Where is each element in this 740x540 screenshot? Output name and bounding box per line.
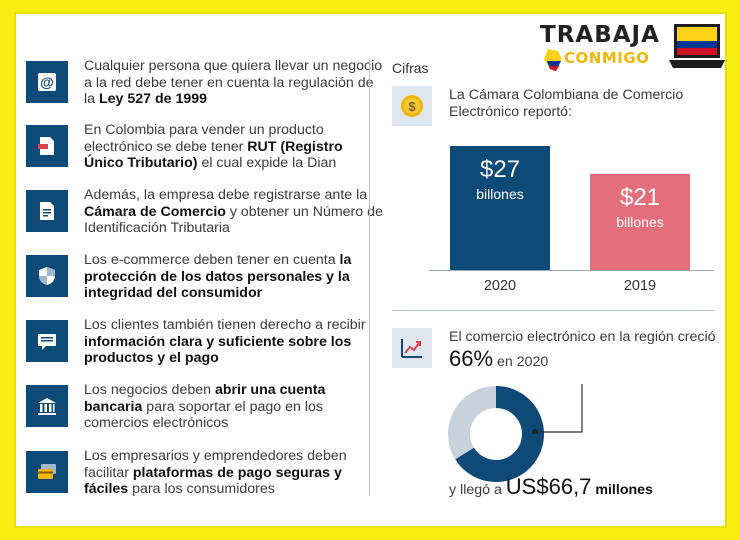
bar-value-2020: $27 [479,156,521,183]
list-item-text: Los clientes también tienen derecho a re… [84,317,384,367]
reach-text: y llegó a US$66,7 millones [449,474,729,500]
document-icon [26,125,68,167]
bar-unit-2019: billones [616,214,664,230]
list-item: Además, la empresa debe registrarse ante… [26,187,383,243]
body-text: Los empresarios y emprendedores deben fa… [84,448,347,481]
infographic-card: @ Cualquier persona que quiera llevar un … [14,12,727,528]
growth-text: El comercio electrónico en la región cre… [449,326,719,373]
body-text: Cualquier persona que quiera llevar un n… [84,58,383,107]
chart-axis [429,270,714,271]
list-item: Los e-commerce deben tener en cuenta la … [26,252,356,308]
at-sign-icon: @ [26,61,68,103]
body-text: Los clientes también tienen derecho a re… [84,317,366,333]
emphasis-text: Ley 527 de 1999 [98,91,208,107]
list-item: Los clientes también tienen derecho a re… [26,317,366,373]
body-text: y obtener un Número de Identificación Tr… [84,203,383,237]
list-item-text: Además, la empresa debe registrarse ante… [84,187,384,237]
body-text: En Colombia para vender un producto elec… [84,122,324,155]
colombia-map-icon [544,49,562,71]
bar-unit-2020: billones [476,186,524,202]
trabaja-conmigo-logo: TRABAJA CONMIGO [538,20,725,76]
logo-line1: TRABAJA [540,22,660,48]
svg-text:$: $ [408,99,416,114]
laptop-flag-icon [669,24,725,68]
emphasis-text: la protección de los datos personales y … [84,252,352,301]
body-text: para los consumidores [128,481,275,497]
growth-chart-icon [392,328,432,368]
list-item-text: Cualquier persona que quiera llevar un n… [84,58,384,108]
emphasis-text: plataformas de pago seguras y fáciles [84,464,342,498]
body-text: Los e-commerce deben tener en cuenta [84,252,340,268]
coin-icon: $ [392,86,432,126]
bar-2020: $27 billones [450,146,550,270]
growth-prefix: El comercio electrónico en la región cre… [449,329,716,345]
emphasis-text: información clara y suficiente sobre los… [84,333,352,367]
growth-suffix: en 2020 [493,354,549,370]
list-item: @ Cualquier persona que quiera llevar un … [26,58,382,114]
svg-text:@: @ [40,74,54,90]
emphasis-text: abrir una cuenta bancaria [84,382,326,415]
donut-leader-line [532,384,583,434]
bar-2019: $21 billones [590,174,690,270]
reach-value: US$66,7 [505,474,592,499]
body-text: Además, la empresa debe registrarse ante… [84,187,368,203]
shield-icon [26,255,68,297]
chat-icon [26,320,68,362]
body-text: el cual expide la Dian [197,155,337,171]
growth-percentage: 66% [449,346,494,371]
body-text: Los negocios deben [84,382,215,398]
bank-icon [26,385,68,427]
reach-prefix: y llegó a [449,482,506,498]
emphasis-text: RUT (Registro Único Tributario) [84,138,343,172]
cifras-heading: Cifras [392,60,429,76]
year-label-2019: 2019 [623,278,657,294]
emphasis-text: Cámara de Comercio [84,203,226,220]
donut-filled [448,386,544,482]
list-item-text: Los e-commerce deben tener en cuenta la … [84,252,384,302]
logo-line2: CONMIGO [564,49,650,67]
list-item-text: Los negocios deben abrir una cuenta banc… [84,382,384,432]
vertical-divider [369,60,370,496]
year-label-2020: 2020 [483,278,517,294]
form-icon [26,190,68,232]
credit-card-icon [26,451,68,493]
reach-unit: millones [595,482,653,498]
list-item: Los empresarios y emprendedores deben fa… [26,448,356,504]
body-text: para soportar el pago en los comercios e… [84,398,323,432]
list-item-text: Los empresarios y emprendedores deben fa… [84,448,384,498]
list-item: En Colombia para vender un producto elec… [26,122,356,178]
growth-donut-chart [448,386,544,482]
bar-value-2019: $21 [619,184,661,211]
list-item: Los negocios deben abrir una cuenta banc… [26,382,356,438]
report-text: La Cámara Colombiana de Comercio Electró… [449,87,684,120]
horizontal-divider [392,310,714,311]
list-item-text: En Colombia para vender un producto elec… [84,122,384,172]
